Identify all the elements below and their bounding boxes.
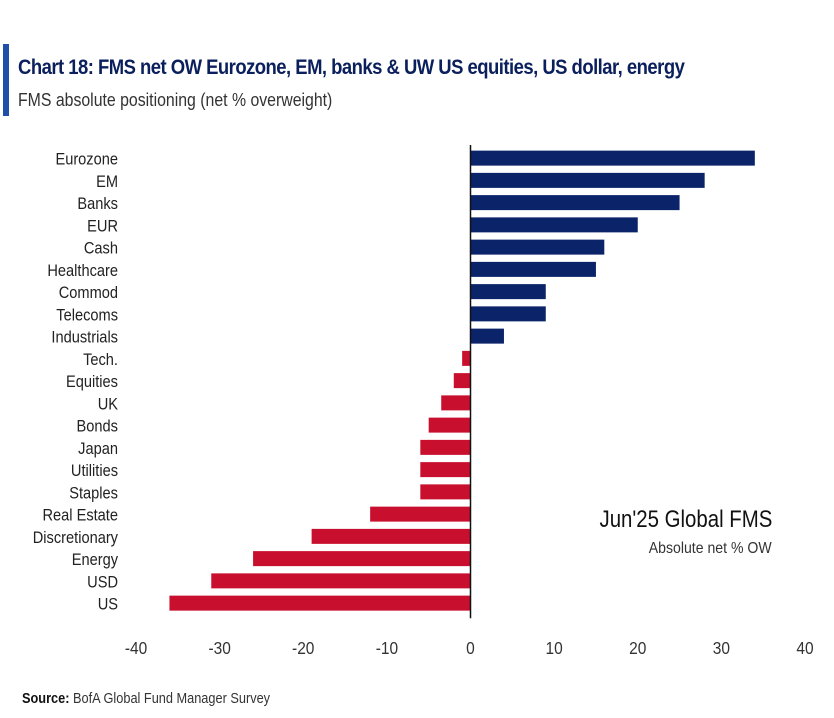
x-tick-label: -10 <box>376 638 398 658</box>
category-label: Japan <box>78 440 118 458</box>
bar-japan <box>420 439 471 455</box>
category-label: Telecoms <box>56 306 118 324</box>
x-tick-label: -30 <box>208 638 230 658</box>
bar-real-estate <box>370 506 471 522</box>
category-label: Industrials <box>51 329 118 347</box>
category-label: Discretionary <box>33 529 118 547</box>
bar-us <box>169 595 471 611</box>
bar-commod <box>470 284 546 300</box>
category-label: Tech. <box>83 351 118 369</box>
bar-banks <box>470 195 680 211</box>
bar-equities <box>453 373 471 389</box>
bar-healthcare <box>470 261 596 277</box>
category-label: Cash <box>84 240 118 258</box>
category-label: Equities <box>66 373 118 391</box>
bar-energy <box>253 551 471 567</box>
category-label: Bonds <box>77 418 118 436</box>
category-label: Healthcare <box>47 262 118 280</box>
category-label: Staples <box>69 484 118 502</box>
x-tick-label: 0 <box>466 638 475 658</box>
category-label: UK <box>98 395 119 413</box>
category-label: EUR <box>87 217 118 235</box>
category-label: Utilities <box>71 462 118 480</box>
bar-cash <box>470 239 605 255</box>
title-accent-bar <box>3 44 9 116</box>
category-label: US <box>98 596 118 614</box>
bar-bonds <box>428 417 471 433</box>
x-tick-label: -40 <box>125 638 147 658</box>
bar-uk <box>441 395 471 411</box>
x-tick-label: 40 <box>796 638 813 658</box>
category-label: USD <box>87 573 118 591</box>
source-label: Source: <box>22 690 70 707</box>
bar-industrials <box>470 328 504 344</box>
x-tick-label: 10 <box>546 638 563 658</box>
category-label: Commod <box>59 284 118 302</box>
source-note: Source: BofA Global Fund Manager Survey <box>22 690 270 707</box>
annotation-title: Jun'25 Global FMS <box>599 506 772 533</box>
category-label: Eurozone <box>55 151 118 169</box>
x-tick-label: 30 <box>713 638 730 658</box>
source-text: BofA Global Fund Manager Survey <box>73 690 271 707</box>
bar-tech- <box>462 350 471 366</box>
bar-utilities <box>420 462 471 478</box>
bar-eur <box>470 217 638 233</box>
annotation-subtitle: Absolute net % OW <box>649 540 772 557</box>
category-label: Banks <box>77 195 118 213</box>
bar-discretionary <box>311 528 471 544</box>
category-label: Energy <box>72 551 118 569</box>
category-label: EM <box>96 173 118 191</box>
chart-subtitle: FMS absolute positioning (net % overweig… <box>18 90 333 110</box>
bar-eurozone <box>470 150 755 166</box>
x-tick-label: 20 <box>629 638 646 658</box>
chart-title: Chart 18: FMS net OW Eurozone, EM, banks… <box>18 56 685 79</box>
bar-telecoms <box>470 306 546 322</box>
bar-usd <box>211 573 471 589</box>
bar-staples <box>420 484 471 500</box>
bar-em <box>470 172 705 188</box>
x-tick-label: -20 <box>292 638 314 658</box>
category-label: Real Estate <box>42 507 118 525</box>
